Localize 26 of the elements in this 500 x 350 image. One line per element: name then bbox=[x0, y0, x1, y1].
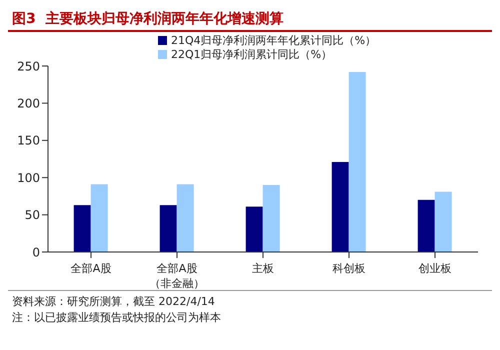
bar bbox=[160, 205, 177, 252]
y-tick-label: 50 bbox=[24, 208, 40, 222]
text: 资料来源：研究所测算，截至 2022/4/14 bbox=[12, 294, 216, 310]
bar bbox=[434, 192, 452, 252]
x-tick-label: 创业板 bbox=[418, 262, 452, 275]
bar bbox=[332, 162, 349, 252]
x-tick-label: 全部A股 bbox=[70, 262, 112, 275]
x-tick-label: 主板 bbox=[252, 262, 274, 275]
chart-title: 图3 主要板块归母净利润两年年化增速测算 bbox=[8, 8, 492, 32]
legend-label: 21Q4归母净利润两年年化累计同比（%） bbox=[171, 34, 376, 47]
bar bbox=[246, 206, 263, 252]
bar bbox=[262, 185, 280, 252]
text: 注：以已披露业绩预告或快报的公司为样本 bbox=[12, 310, 222, 326]
x-tick-label: 全部A股（非金融） bbox=[150, 262, 204, 290]
y-tick-label: 0 bbox=[32, 245, 40, 260]
y-tick-label: 250 bbox=[17, 59, 40, 74]
bar bbox=[90, 184, 108, 252]
y-tick-label: 200 bbox=[17, 96, 40, 110]
x-tick-label: 科创板 bbox=[332, 262, 366, 275]
y-tick-label: 100 bbox=[17, 170, 40, 185]
bar bbox=[348, 72, 366, 252]
bar bbox=[176, 184, 194, 252]
bar bbox=[418, 200, 435, 252]
legend-label: 22Q1归母净利润累计同比（%） bbox=[171, 48, 332, 61]
bar bbox=[74, 205, 91, 252]
y-tick-label: 150 bbox=[17, 134, 40, 148]
